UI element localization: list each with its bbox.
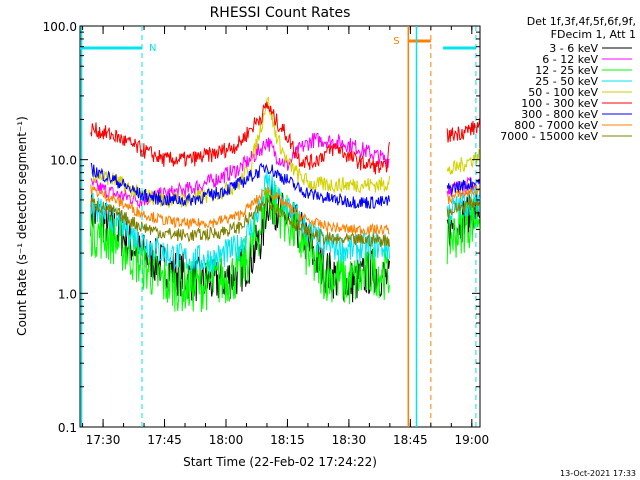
y-tick-label: 100.0 <box>43 20 77 34</box>
legend-header-line-2: FDecim 1, Att 1 <box>551 28 636 41</box>
x-tick-label: 18:30 <box>332 433 367 447</box>
series-800-7000-kev-tail-line <box>446 183 481 205</box>
y-tick-label: 1.0 <box>58 287 77 301</box>
series-100-300-kev-line <box>90 101 390 175</box>
plot-frame <box>79 25 481 428</box>
x-tick-label: 17:45 <box>147 433 182 447</box>
series-7000-15000-kev-tail-line <box>446 197 481 219</box>
series-layer <box>90 96 481 313</box>
legend-label: 300 - 800 keV <box>521 108 598 121</box>
legend-label: 50 - 100 keV <box>528 86 598 99</box>
s-marker-label: S <box>393 36 399 47</box>
series-12-25-kev-tail-line <box>446 198 481 265</box>
legend-label: 800 - 7000 keV <box>514 119 598 132</box>
legend-label: 12 - 25 keV <box>535 64 598 77</box>
axis-layer: 17:30 17:45 18:00 18:15 18:30 18:45 19:00 0.1 1.… <box>43 20 489 447</box>
legend-label: 7000 - 15000 keV <box>500 130 598 143</box>
series-800-7000-kev-line <box>90 184 390 236</box>
legend-label: 25 - 50 keV <box>535 75 598 88</box>
chart-title: RHESSI Count Rates <box>210 5 351 21</box>
legend-label: 100 - 300 keV <box>521 97 598 110</box>
y-tick-label: 10.0 <box>50 154 77 168</box>
legend-label: 3 - 6 keV <box>549 42 598 55</box>
legend-header-line-1: Det 1f,3f,4f,5f,6f,9f, <box>527 15 636 28</box>
series-12-25-kev-line <box>90 185 390 313</box>
marker-layer: NS <box>80 26 477 427</box>
x-axis-label: Start Time (22-Feb-02 17:24:22) <box>183 455 377 469</box>
x-tick-label: 19:00 <box>455 433 490 447</box>
x-tick-label: 18:45 <box>393 433 428 447</box>
series-50-100-kev-tail-line <box>446 147 481 176</box>
y-axis-label: Count Rate (s⁻¹ detector segment⁻¹) <box>15 116 29 336</box>
n-marker-label: N <box>149 43 156 54</box>
x-tick-label: 17:30 <box>86 433 121 447</box>
x-tick-label: 18:15 <box>270 433 305 447</box>
y-tick-label: 0.1 <box>58 421 77 435</box>
series-25-50-kev-line <box>90 171 390 274</box>
x-tick-label: 18:00 <box>209 433 244 447</box>
series-6-12-kev-line <box>90 132 390 209</box>
series-300-800-kev-line <box>90 162 390 209</box>
footer-timestamp: 13-Oct-2021 17:33 <box>560 469 636 478</box>
legend-label: 6 - 12 keV <box>542 53 598 66</box>
series-50-100-kev-line <box>90 96 390 208</box>
series-7000-15000-kev-line <box>90 197 390 248</box>
series-300-800-kev-tail-line <box>446 177 481 195</box>
series-100-300-kev-tail-line <box>446 117 481 143</box>
